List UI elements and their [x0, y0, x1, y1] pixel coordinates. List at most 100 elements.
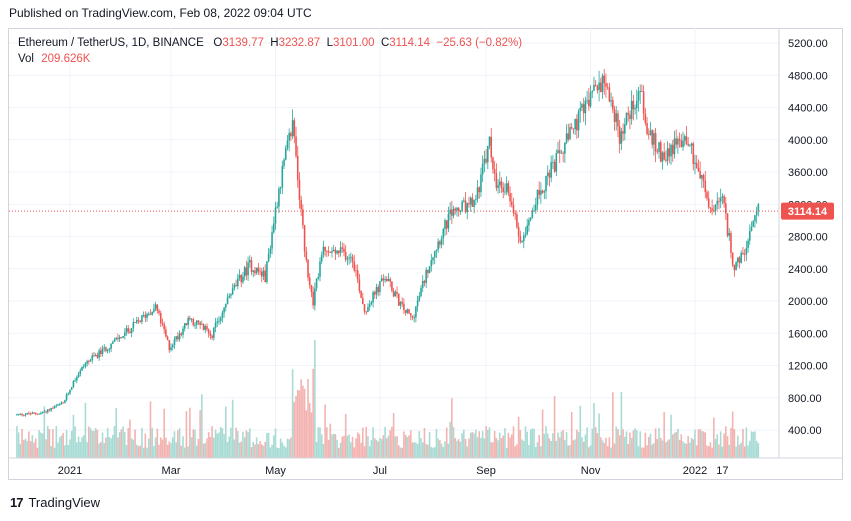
- volume-bar: [586, 427, 588, 458]
- candle-body: [675, 138, 677, 145]
- candle-body: [701, 175, 703, 179]
- volume-bar: [433, 447, 436, 458]
- volume-bar: [589, 445, 592, 458]
- volume-bar: [730, 427, 732, 458]
- volume-bar: [372, 427, 374, 458]
- volume-bar: [238, 442, 241, 458]
- volume-bar: [685, 443, 688, 458]
- candle-body: [248, 260, 251, 263]
- close-value: 3114.14: [389, 37, 430, 49]
- volume-bar: [219, 426, 222, 458]
- volume-bar: [260, 444, 263, 458]
- candle-body: [418, 296, 421, 301]
- volume-bar: [475, 429, 477, 458]
- volume-bar: [469, 432, 472, 458]
- candle-body: [480, 174, 482, 193]
- volume-bar: [88, 426, 90, 458]
- volume-bar: [687, 436, 689, 458]
- candle-body: [360, 290, 362, 298]
- volume-bar: [279, 438, 282, 458]
- candle-body: [562, 152, 564, 154]
- high-label: H: [270, 37, 279, 49]
- candle-body: [274, 207, 277, 224]
- candle-body: [310, 285, 313, 292]
- volume-bar: [541, 409, 544, 458]
- volume-bar: [534, 447, 537, 458]
- candle-body: [646, 123, 648, 135]
- volume-bar: [658, 428, 660, 458]
- volume-bar: [707, 446, 710, 458]
- symbol-title[interactable]: Ethereum / TetherUS, 1D, BINANCE: [18, 37, 204, 49]
- volume-bar: [129, 419, 131, 458]
- candle-body: [159, 313, 162, 324]
- candle-body: [464, 200, 467, 213]
- footer-branding[interactable]: 17 TradingView: [10, 495, 100, 510]
- volume-bar: [622, 429, 624, 458]
- candle-body: [84, 363, 87, 367]
- candle-body: [286, 140, 289, 149]
- candle-body: [555, 153, 558, 172]
- volume-bar: [725, 426, 727, 458]
- candle-body: [488, 136, 491, 146]
- volume-bar: [110, 438, 112, 458]
- volume-bar: [117, 437, 119, 458]
- volume-bar: [135, 444, 138, 458]
- candle-body: [750, 226, 753, 231]
- candle-body: [397, 293, 400, 306]
- candle-body: [72, 380, 75, 388]
- volume-bar: [567, 445, 570, 458]
- candle-body: [370, 302, 373, 305]
- volume-bar: [72, 414, 75, 458]
- volume-bar: [247, 431, 249, 458]
- candle-body: [456, 207, 458, 211]
- volume-bar: [101, 432, 104, 458]
- volume-bar: [79, 442, 82, 458]
- volume-bar: [552, 433, 554, 458]
- volume-bar: [524, 426, 527, 458]
- volume-bar: [16, 426, 18, 458]
- open-label: O: [213, 37, 223, 49]
- volume-bar: [45, 439, 47, 458]
- time-tick-label: 2022: [683, 465, 707, 477]
- candle-body: [411, 315, 414, 318]
- candle-body: [254, 270, 256, 274]
- volume-bar: [625, 431, 628, 458]
- volume-bar: [483, 438, 486, 458]
- volume-bar: [53, 447, 56, 458]
- candle-body: [697, 167, 700, 172]
- chart-frame[interactable]: [8, 28, 843, 480]
- candle-body: [40, 412, 42, 414]
- candle-body: [346, 258, 349, 260]
- candle-body: [52, 407, 54, 409]
- candle-body: [255, 267, 258, 274]
- volume-bar: [147, 438, 150, 458]
- candle-body: [269, 248, 272, 254]
- volume-bar: [543, 433, 546, 458]
- volume-bar: [240, 441, 243, 458]
- candle-body: [469, 197, 472, 205]
- candle-body: [596, 86, 599, 91]
- volume-bar: [435, 428, 438, 458]
- candle-body: [336, 250, 338, 254]
- candle-body: [463, 200, 465, 202]
- candle-body: [94, 355, 97, 356]
- tradingview-logo-icon: 17: [10, 495, 24, 510]
- volume-bar: [673, 432, 676, 458]
- candle-body: [478, 187, 481, 193]
- candle-body: [526, 225, 528, 235]
- volume-bar: [437, 438, 439, 458]
- candle-body: [36, 413, 39, 415]
- candle-body: [134, 322, 136, 323]
- volume-bar: [48, 429, 51, 458]
- volume-bar: [298, 390, 301, 458]
- volume-bar: [356, 432, 359, 458]
- candle-body: [473, 199, 475, 207]
- volume-bar: [380, 439, 383, 458]
- candlesticks: [16, 68, 760, 417]
- volume-bar: [153, 445, 155, 458]
- candle-body: [615, 113, 618, 122]
- candle-body: [514, 213, 517, 215]
- volume-bar: [267, 432, 270, 458]
- volume-bar: [40, 432, 42, 458]
